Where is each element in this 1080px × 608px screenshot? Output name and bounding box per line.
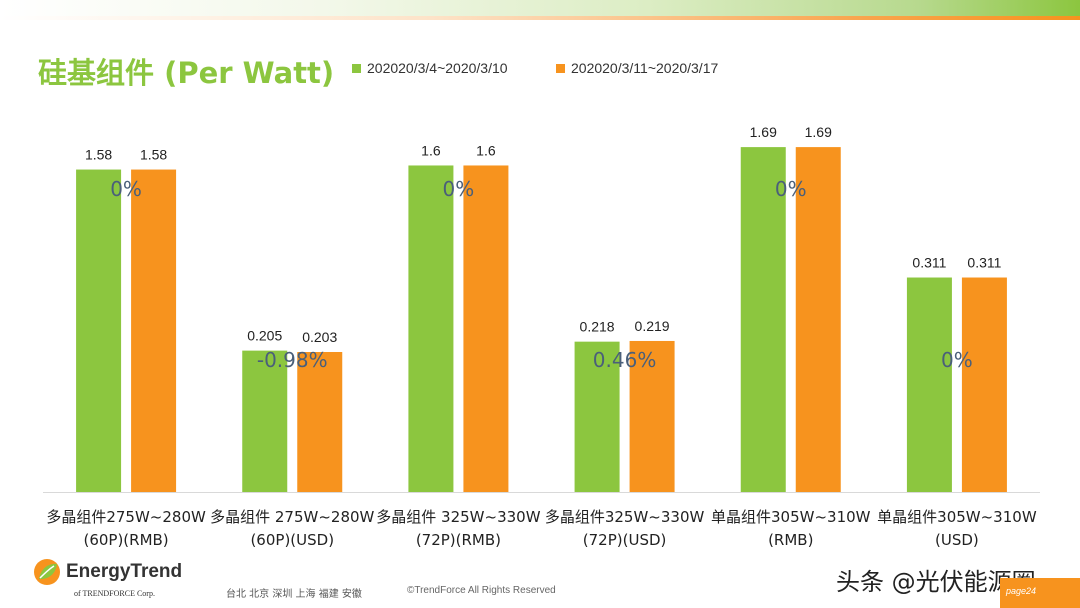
data-label-2-5: 0.311 bbox=[967, 255, 1001, 271]
change-label-5: 0% bbox=[941, 348, 973, 372]
data-label-1-2: 1.6 bbox=[421, 142, 441, 158]
page-number: page24 bbox=[1006, 586, 1037, 596]
bar-1-4 bbox=[740, 147, 786, 492]
page-number-box: page24 bbox=[1000, 578, 1080, 608]
category-label-4-0: 单晶组件305W~310W bbox=[711, 508, 871, 526]
data-label-1-0: 1.58 bbox=[85, 147, 112, 163]
data-label-2-3: 0.219 bbox=[635, 318, 670, 334]
bar-1-2 bbox=[408, 165, 454, 492]
data-label-1-1: 0.205 bbox=[247, 328, 282, 344]
page-title: 硅基组件 (Per Watt) bbox=[38, 56, 335, 90]
category-label-2-0: 多晶组件 325W~330W bbox=[376, 508, 540, 526]
category-label-2-1: (72P)(RMB) bbox=[416, 531, 501, 549]
category-label-0-1: (60P)(RMB) bbox=[83, 531, 168, 549]
legend-label-series1: 202020/3/4~2020/3/10 bbox=[367, 60, 508, 76]
change-label-1: -0.98% bbox=[257, 348, 328, 372]
change-label-4: 0% bbox=[775, 177, 807, 201]
category-label-3-1: (72P)(USD) bbox=[583, 531, 667, 549]
logo-subtitle: of TRENDFORCE Corp. bbox=[74, 589, 155, 598]
bar-2-2 bbox=[463, 165, 509, 492]
bar-1-3 bbox=[574, 341, 620, 492]
legend-item-series1: 202020/3/4~2020/3/10 bbox=[352, 60, 508, 76]
bar-2-0 bbox=[131, 169, 177, 492]
category-label-0-0: 多晶组件275W~280W bbox=[46, 508, 206, 526]
office-cities: 台北 北京 深圳 上海 福建 安徽 bbox=[226, 589, 362, 600]
bar-1-0 bbox=[76, 169, 122, 492]
category-label-4-1: (RMB) bbox=[768, 531, 813, 549]
top-accent-bar bbox=[0, 16, 1080, 20]
bar-2-5 bbox=[961, 277, 1007, 492]
legend-swatch-series1 bbox=[352, 63, 361, 73]
bar-2-3 bbox=[629, 340, 675, 492]
data-label-2-1: 0.203 bbox=[302, 329, 337, 345]
change-label-2: 0% bbox=[443, 177, 475, 201]
data-label-2-2: 1.6 bbox=[476, 142, 496, 158]
category-label-1-0: 多晶组件 275W~280W bbox=[210, 508, 374, 526]
category-label-5-0: 单晶组件305W~310W bbox=[877, 508, 1037, 526]
legend-item-series2: 202020/3/11~2020/3/17 bbox=[556, 60, 718, 76]
category-label-5-1: (USD) bbox=[935, 531, 979, 549]
data-label-1-4: 1.69 bbox=[750, 124, 777, 140]
data-label-1-3: 0.218 bbox=[580, 319, 615, 335]
data-label-2-0: 1.58 bbox=[140, 147, 167, 163]
category-label-1-1: (60P)(USD) bbox=[250, 531, 334, 549]
change-label-0: 0% bbox=[110, 177, 142, 201]
bar-1-5 bbox=[906, 277, 952, 492]
leaf-icon bbox=[34, 559, 60, 585]
data-label-2-4: 1.69 bbox=[805, 124, 832, 140]
change-label-3: 0.46% bbox=[593, 348, 657, 372]
legend-label-series2: 202020/3/11~2020/3/17 bbox=[571, 60, 719, 76]
top-gradient-bar bbox=[0, 0, 1080, 20]
bar-2-4 bbox=[795, 147, 841, 492]
data-label-1-5: 0.311 bbox=[912, 255, 946, 271]
energytrend-logo: EnergyTrend bbox=[32, 557, 182, 587]
logo-name: EnergyTrend bbox=[66, 561, 183, 582]
bar-1-1 bbox=[242, 350, 288, 492]
bar-2-1 bbox=[297, 352, 343, 492]
legend-swatch-series2 bbox=[556, 63, 565, 73]
category-label-3-0: 多晶组件325W~330W bbox=[545, 508, 705, 526]
copyright-text: ©TrendForce All Rights Reserved bbox=[407, 585, 556, 596]
